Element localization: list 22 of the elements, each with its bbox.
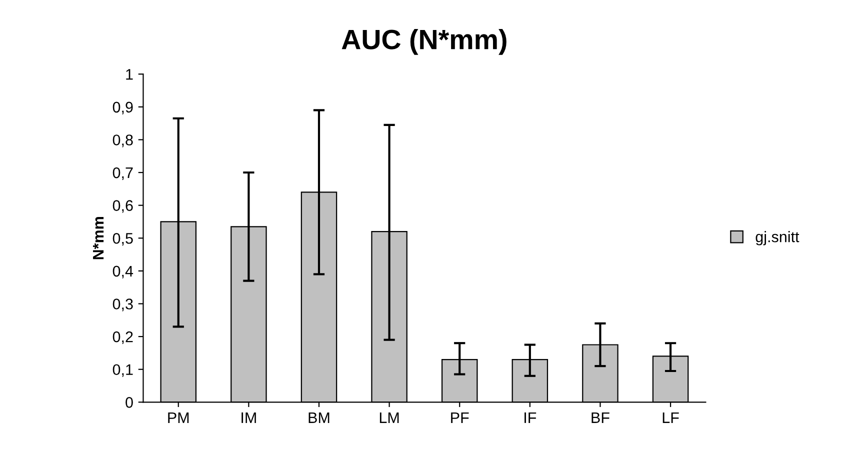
x-tick-label: BM (308, 412, 330, 423)
chart-title: AUC (N*mm) (342, 28, 506, 55)
y-tick-label: 0 (126, 397, 133, 408)
y-tick-label: 0,8 (112, 134, 133, 148)
y-tick-label: 0,6 (112, 200, 133, 213)
y-tick-label: 0,2 (112, 331, 133, 344)
y-tick-label: 0,4 (112, 266, 134, 278)
x-tick-label: IM (242, 412, 256, 423)
y-tick-label: 0,5 (112, 232, 133, 246)
x-tick-label: PF (451, 412, 469, 423)
x-tick-label: LF (662, 412, 679, 423)
y-tick-label: 0,1 (112, 364, 133, 377)
x-tick-label: IF (524, 412, 536, 423)
x-tick-label: BF (592, 412, 610, 423)
y-tick-label: 0,9 (112, 102, 133, 114)
legend-label: gj.snitt (756, 231, 800, 246)
y-tick-label: 0,7 (112, 167, 133, 180)
y-tick-label: 0,3 (112, 298, 133, 312)
x-tick-label: PM (168, 412, 189, 423)
y-axis-title: N*mm (93, 217, 104, 260)
y-tick-label: 1 (126, 69, 133, 80)
x-tick-label: LM (380, 412, 399, 423)
